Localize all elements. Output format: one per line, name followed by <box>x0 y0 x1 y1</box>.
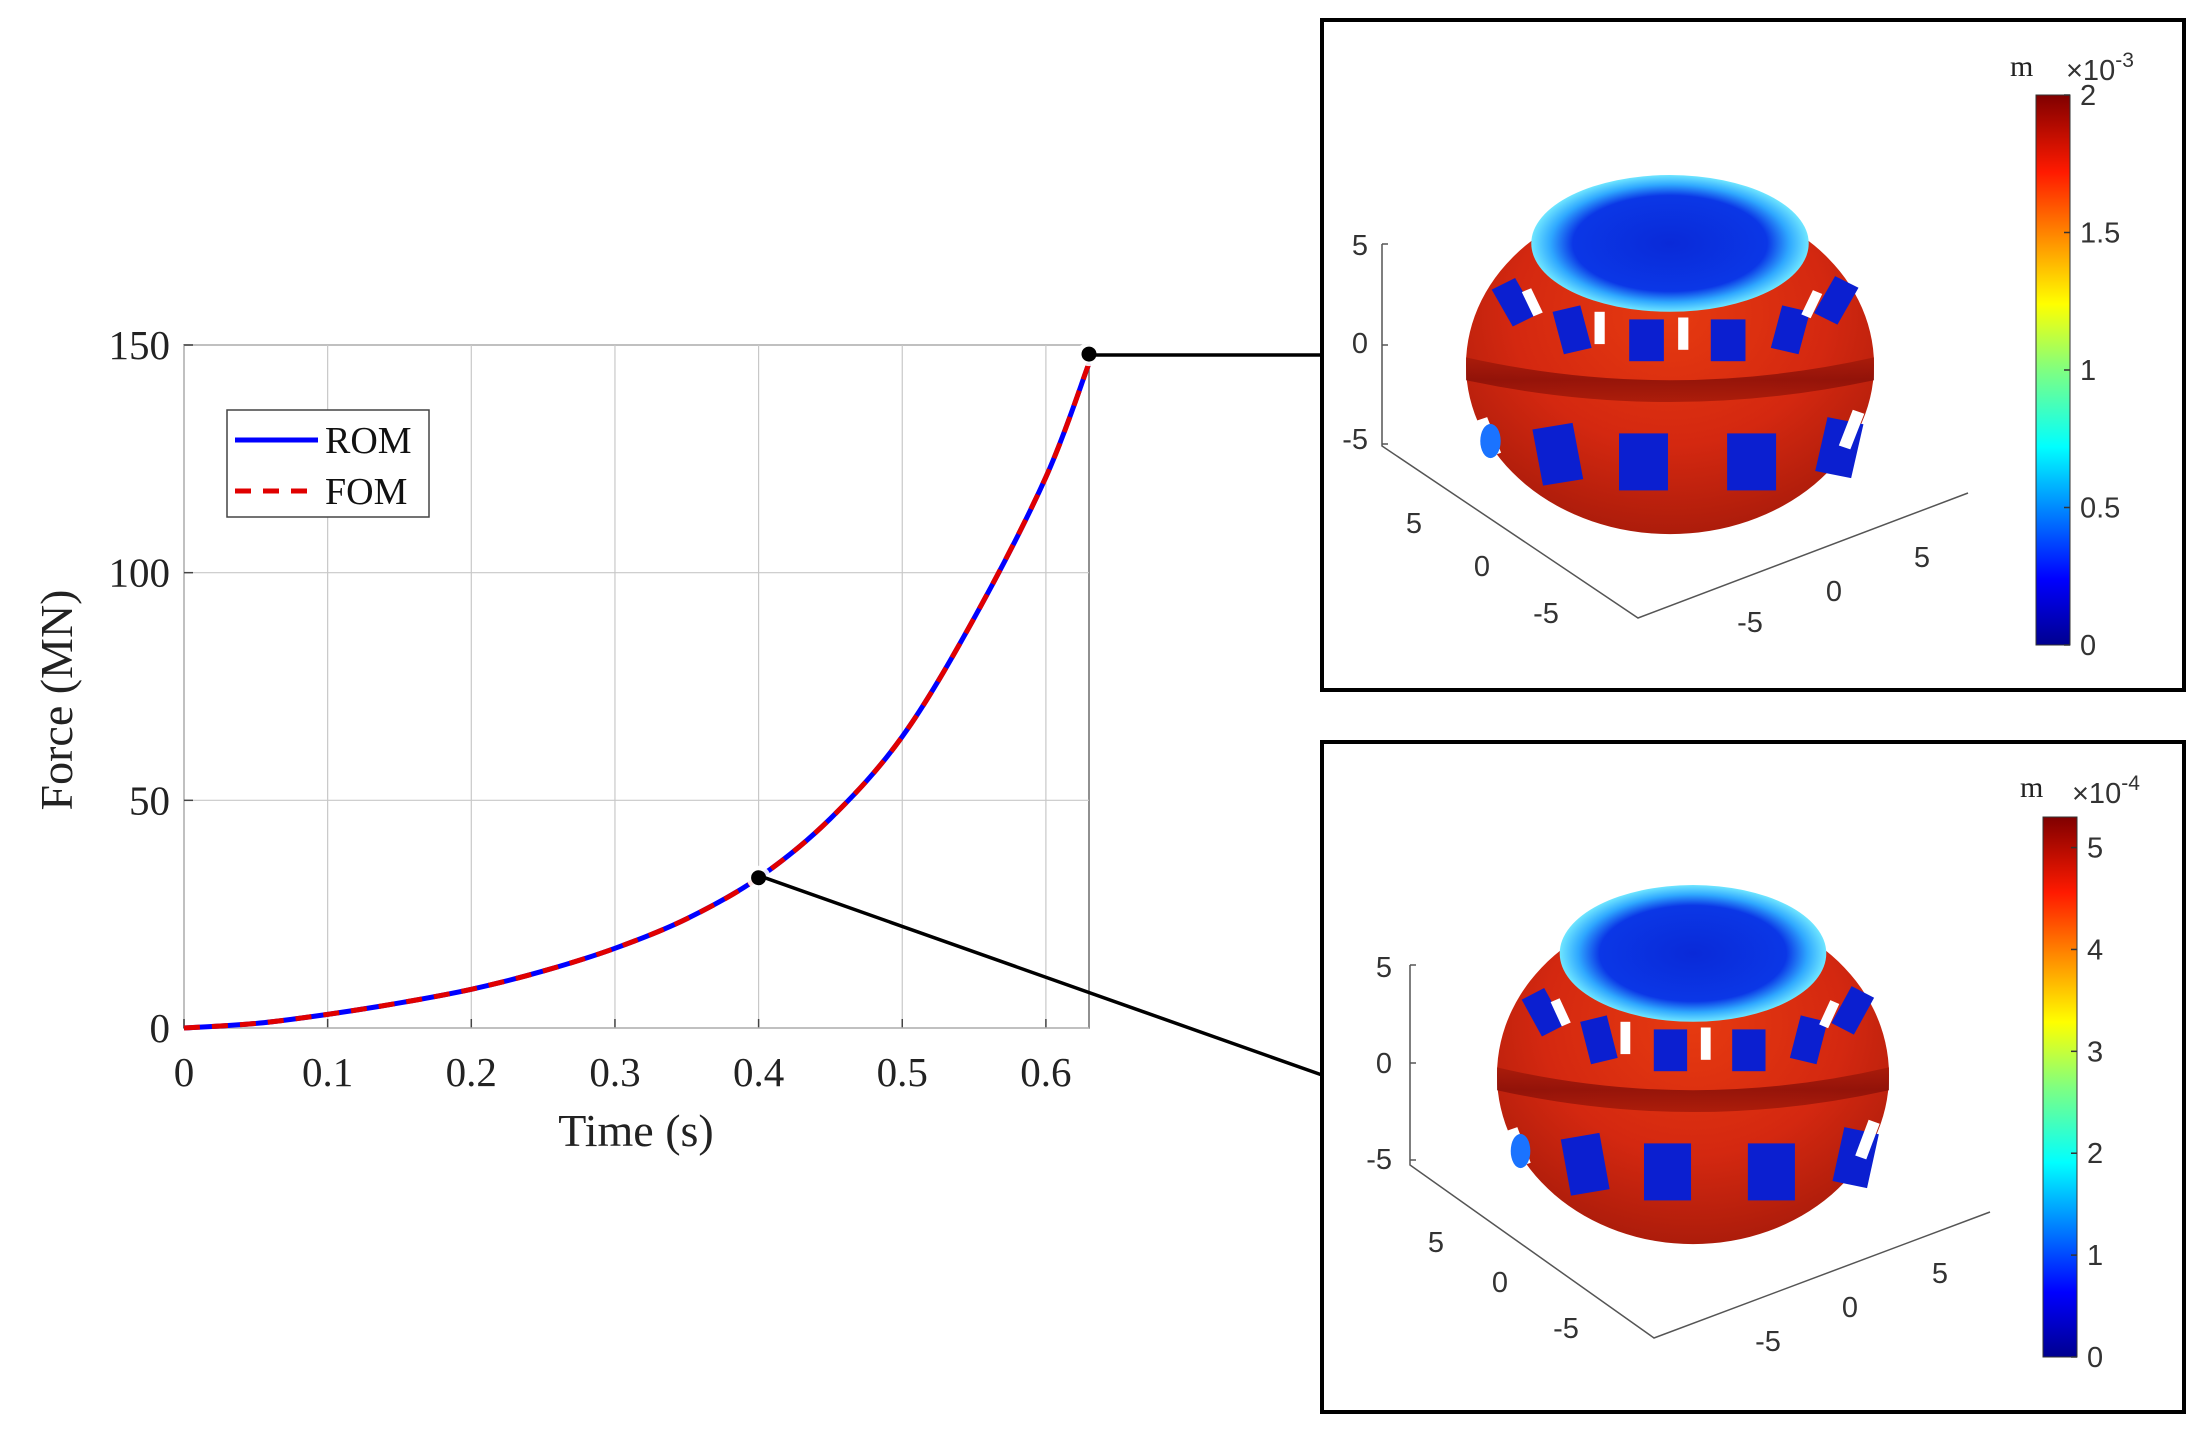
top-y-tick-0: 0 <box>1826 576 1842 608</box>
top-colorbar-multiplier: ×10-3 <box>2066 49 2134 87</box>
top-x-tick-0: 0 <box>1474 551 1490 583</box>
colorbar-tick-label: 2 <box>2080 80 2096 112</box>
bottom-y-tick-0: 0 <box>1842 1292 1858 1324</box>
colorbar-tick-label: 2 <box>2087 1138 2103 1170</box>
colorbar-tick-label: 3 <box>2087 1036 2103 1068</box>
colorbar-tick-label: 1.5 <box>2080 218 2120 250</box>
highlight-marker <box>751 870 767 886</box>
inset-bottom-axes <box>1409 965 1991 1339</box>
force-time-chart: 0 0.1 0.2 0.3 0.4 0.5 0.6 0 50 100 150 Time (s) F… <box>31 322 1101 1156</box>
y-tick-label: 100 <box>109 550 171 596</box>
y-axis-label: Force (MN) <box>31 590 82 811</box>
colorbar-tick-label: 1 <box>2087 1240 2103 1272</box>
bottom-x-tick-5: 5 <box>1428 1227 1444 1259</box>
top-z-tick-neg5: -5 <box>1342 424 1368 456</box>
bottom-z-tick-0: 0 <box>1376 1048 1392 1080</box>
top-colorbar-ticks: 2 1.5 1 0.5 0 <box>2064 80 2120 662</box>
bottom-y-tick-neg5: -5 <box>1755 1326 1781 1358</box>
x-tick-label: 0 <box>174 1049 195 1095</box>
y-tick-labels: 0 50 100 150 <box>109 322 171 1051</box>
colorbar-tick-label: 1 <box>2080 355 2096 387</box>
x-tick-labels: 0 0.1 0.2 0.3 0.4 0.5 0.6 <box>174 1049 1072 1095</box>
x-tick-label: 0.6 <box>1020 1049 1071 1095</box>
y-tick-label: 50 <box>129 777 170 823</box>
bottom-colorbar <box>2042 816 2078 1358</box>
bottom-colorbar-ticks: 5 4 3 2 1 0 <box>2071 833 2103 1374</box>
marker-layer <box>746 342 1101 890</box>
x-axis-label: Time (s) <box>558 1105 714 1156</box>
colorbar-tick-label: 0 <box>2080 630 2096 662</box>
legend-fom-label: FOM <box>325 471 407 513</box>
top-x-tick-neg5: -5 <box>1533 598 1559 630</box>
series-layer <box>183 362 1092 1031</box>
x-tick-label: 0.1 <box>302 1049 353 1095</box>
x-tick-label: 0.3 <box>589 1049 640 1095</box>
y-tick-label: 150 <box>109 322 171 368</box>
bottom-x-tick-neg5: -5 <box>1553 1313 1579 1345</box>
bottom-y-tick-5: 5 <box>1932 1258 1948 1290</box>
inset-top: 5 0 -5 5 0 -5 -5 0 5 m ×10-3 2 1.5 1 0.5 0 <box>1320 18 2186 692</box>
top-y-tick-neg5: -5 <box>1737 607 1763 639</box>
connector-bottom <box>756 873 1323 1077</box>
x-tick-label: 0.2 <box>446 1049 497 1095</box>
legend-box <box>226 409 430 518</box>
colorbar-tick-label: 0 <box>2087 1342 2103 1374</box>
grid-lines <box>183 344 1089 1029</box>
bottom-z-tick-5: 5 <box>1376 952 1392 984</box>
colorbar-tick-label: 5 <box>2087 833 2103 865</box>
bottom-colorbar-multiplier: ×10-4 <box>2072 772 2140 810</box>
bottom-colorbar-unit: m <box>2020 771 2043 804</box>
top-colorbar-unit: m <box>2010 50 2033 83</box>
y-tick-label: 0 <box>150 1005 171 1051</box>
x-tick-label: 0.5 <box>877 1049 928 1095</box>
legend: ROM FOM <box>226 409 430 518</box>
x-tick-label: 0.4 <box>733 1049 784 1095</box>
bottom-x-tick-0: 0 <box>1492 1267 1508 1299</box>
bottom-z-tick-neg5: -5 <box>1366 1144 1392 1176</box>
colorbar-tick-label: 4 <box>2087 934 2103 966</box>
series-line-fom <box>183 362 1092 1031</box>
top-z-tick-5: 5 <box>1352 230 1368 262</box>
top-x-tick-5: 5 <box>1406 508 1422 540</box>
legend-rom-label: ROM <box>325 420 412 462</box>
top-y-tick-5: 5 <box>1914 542 1930 574</box>
colorbar-tick-label: 0.5 <box>2080 493 2120 525</box>
inset-bottom: 5 0 -5 5 0 -5 -5 0 5 m ×10-4 5 4 3 2 1 0 <box>1320 740 2186 1414</box>
top-z-tick-0: 0 <box>1352 328 1368 360</box>
